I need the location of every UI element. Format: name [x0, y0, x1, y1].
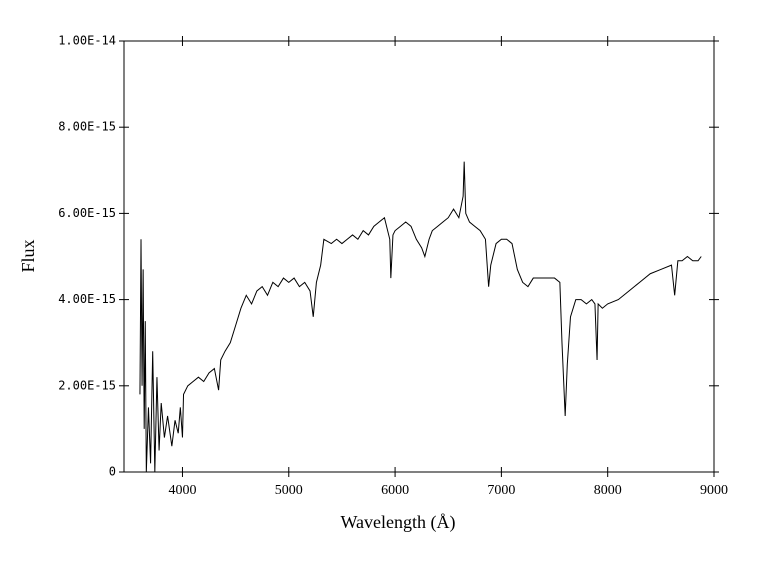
x-tick-label: 5000: [275, 483, 303, 498]
y-tick-label: 0: [109, 465, 116, 479]
spectrum-line: [139, 161, 702, 473]
y-tick-label: 2.00E-15: [58, 378, 116, 392]
y-tick-label: 6.00E-15: [58, 206, 116, 220]
y-axis-label: Flux: [18, 239, 38, 272]
x-tick-label: 4000: [168, 483, 196, 498]
x-tick-label: 6000: [381, 483, 409, 498]
x-tick-label: 8000: [594, 483, 622, 498]
x-tick-label: 9000: [700, 483, 728, 498]
y-tick-label: 1.00E-14: [58, 34, 116, 48]
plot-frame: [123, 40, 715, 473]
x-tick-label: 7000: [487, 483, 515, 498]
y-tick-label: 4.00E-15: [58, 292, 116, 306]
x-axis-label: Wavelength (Å): [340, 512, 455, 533]
y-tick-label: 8.00E-15: [58, 120, 116, 134]
